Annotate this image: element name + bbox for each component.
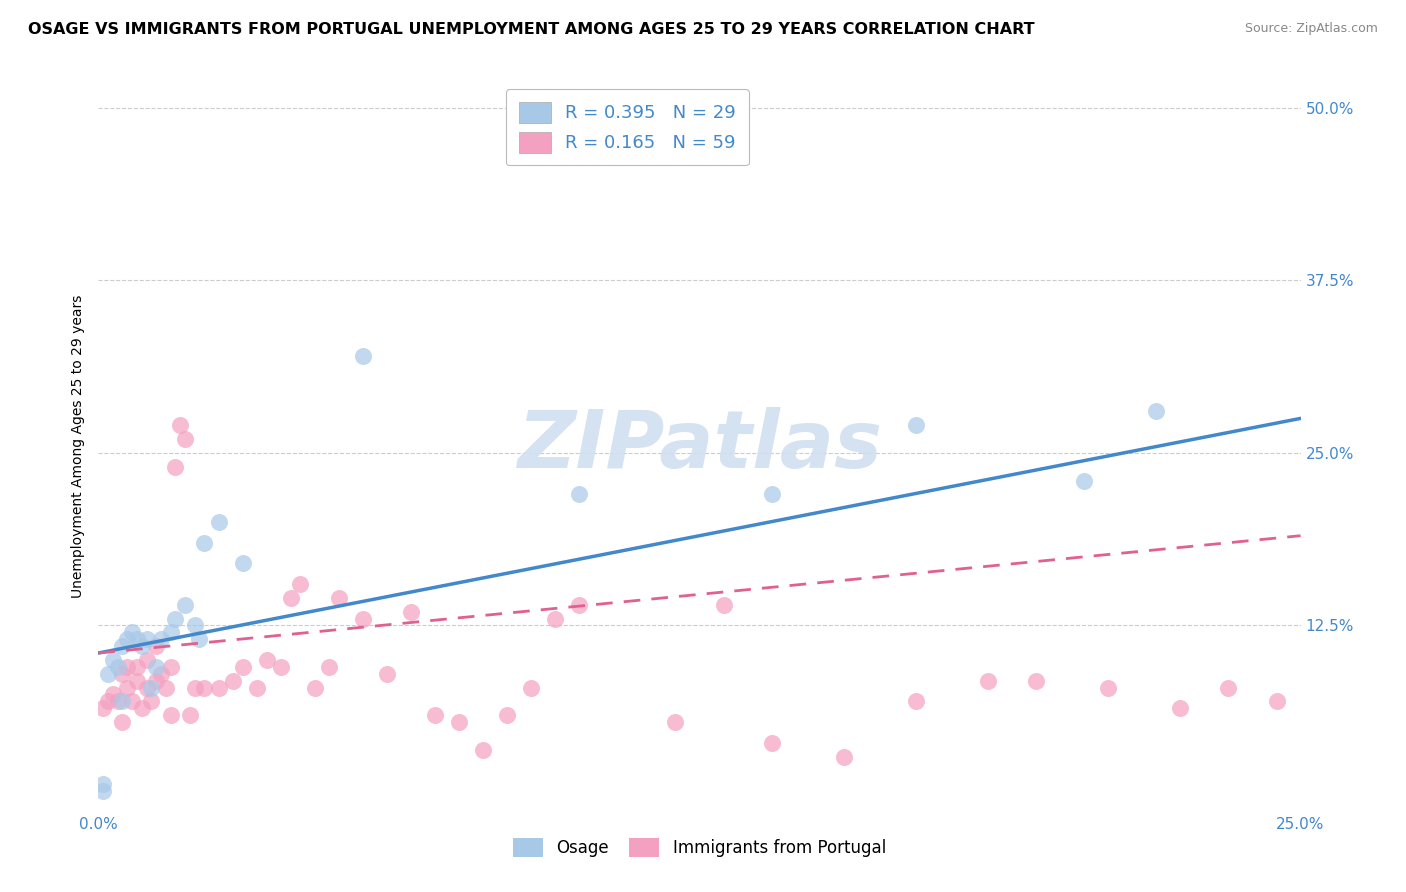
- Point: [111, 714, 134, 729]
- Point: [761, 736, 783, 750]
- Point: [290, 577, 312, 591]
- Point: [91, 784, 114, 798]
- Y-axis label: Unemployment Among Ages 25 to 29 years: Unemployment Among Ages 25 to 29 years: [70, 294, 84, 598]
- Point: [1170, 701, 1192, 715]
- Point: [174, 598, 197, 612]
- Point: [375, 666, 398, 681]
- Point: [97, 694, 120, 708]
- Point: [141, 681, 163, 695]
- Point: [101, 653, 124, 667]
- Point: [208, 681, 231, 695]
- Point: [832, 749, 855, 764]
- Point: [1144, 404, 1167, 418]
- Point: [97, 666, 120, 681]
- Text: OSAGE VS IMMIGRANTS FROM PORTUGAL UNEMPLOYMENT AMONG AGES 25 TO 29 YEARS CORRELA: OSAGE VS IMMIGRANTS FROM PORTUGAL UNEMPL…: [28, 22, 1035, 37]
- Point: [145, 639, 167, 653]
- Point: [761, 487, 783, 501]
- Point: [280, 591, 302, 605]
- Point: [145, 673, 167, 688]
- Point: [256, 653, 278, 667]
- Point: [135, 653, 157, 667]
- Point: [91, 777, 114, 791]
- Point: [117, 681, 139, 695]
- Text: Source: ZipAtlas.com: Source: ZipAtlas.com: [1244, 22, 1378, 36]
- Point: [155, 681, 177, 695]
- Point: [232, 660, 254, 674]
- Point: [193, 681, 215, 695]
- Point: [904, 418, 927, 433]
- Point: [496, 708, 519, 723]
- Point: [270, 660, 292, 674]
- Point: [568, 487, 591, 501]
- Point: [111, 639, 134, 653]
- Point: [447, 714, 470, 729]
- Point: [246, 681, 269, 695]
- Point: [399, 605, 422, 619]
- Point: [1073, 474, 1095, 488]
- Point: [304, 681, 326, 695]
- Point: [232, 557, 254, 571]
- Point: [121, 694, 143, 708]
- Point: [664, 714, 686, 729]
- Point: [183, 618, 205, 632]
- Point: [520, 681, 543, 695]
- Point: [125, 632, 148, 647]
- Point: [179, 708, 201, 723]
- Point: [544, 611, 567, 625]
- Legend: Osage, Immigrants from Portugal: Osage, Immigrants from Portugal: [505, 830, 894, 865]
- Point: [91, 701, 114, 715]
- Point: [117, 632, 139, 647]
- Point: [159, 708, 181, 723]
- Point: [145, 660, 167, 674]
- Point: [117, 660, 139, 674]
- Point: [193, 535, 215, 549]
- Point: [121, 625, 143, 640]
- Point: [107, 660, 129, 674]
- Point: [328, 591, 350, 605]
- Point: [159, 625, 181, 640]
- Point: [111, 666, 134, 681]
- Point: [1218, 681, 1240, 695]
- Point: [318, 660, 340, 674]
- Point: [107, 694, 129, 708]
- Point: [135, 632, 157, 647]
- Point: [977, 673, 1000, 688]
- Point: [1097, 681, 1119, 695]
- Text: ZIPatlas: ZIPatlas: [517, 407, 882, 485]
- Point: [222, 673, 245, 688]
- Point: [111, 694, 134, 708]
- Point: [568, 598, 591, 612]
- Point: [352, 611, 374, 625]
- Point: [149, 632, 172, 647]
- Point: [165, 611, 187, 625]
- Point: [472, 742, 495, 756]
- Point: [174, 432, 197, 446]
- Point: [131, 701, 153, 715]
- Point: [125, 673, 148, 688]
- Point: [125, 660, 148, 674]
- Point: [188, 632, 211, 647]
- Point: [352, 349, 374, 363]
- Point: [423, 708, 446, 723]
- Point: [183, 681, 205, 695]
- Point: [208, 515, 231, 529]
- Point: [131, 639, 153, 653]
- Point: [159, 660, 181, 674]
- Point: [713, 598, 735, 612]
- Point: [1025, 673, 1047, 688]
- Point: [149, 666, 172, 681]
- Point: [141, 694, 163, 708]
- Point: [165, 459, 187, 474]
- Point: [904, 694, 927, 708]
- Point: [1265, 694, 1288, 708]
- Point: [135, 681, 157, 695]
- Point: [169, 418, 191, 433]
- Point: [101, 687, 124, 701]
